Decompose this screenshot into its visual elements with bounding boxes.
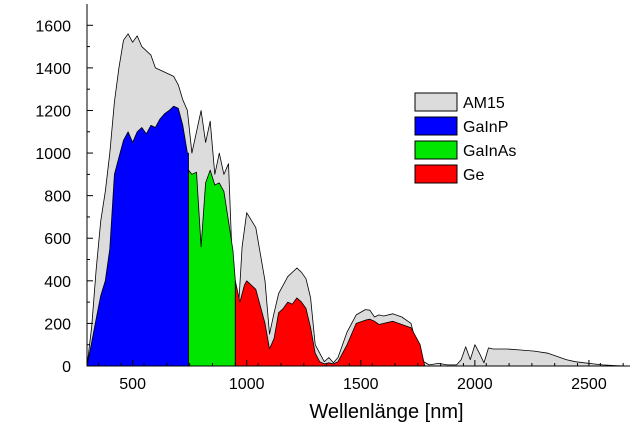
x-tick-label: 500 <box>119 376 146 393</box>
y-tick-label: 0 <box>62 359 71 376</box>
x-axis-title: Wellenlänge [nm] <box>309 401 463 423</box>
legend-label-am15: AM15 <box>463 95 505 112</box>
legend: AM15 GaInP GaInAs Ge <box>414 92 516 184</box>
legend-swatch-gainp <box>414 116 458 136</box>
plot-area <box>86 33 630 367</box>
legend-swatch-am15 <box>414 92 458 112</box>
y-tick-label: 1200 <box>35 103 71 120</box>
y-tick-label: 1400 <box>35 61 71 78</box>
x-tick-label: 1000 <box>229 376 265 393</box>
y-tick-label: 1000 <box>35 146 71 163</box>
ticks: 0 200 400 600 800 1000 1200 1400 1600 500 1000 1500… <box>35 18 624 393</box>
y-tick-label: 600 <box>44 231 71 248</box>
series-area-gainas <box>188 169 236 367</box>
axes <box>86 4 630 367</box>
series-area-ge <box>234 280 426 367</box>
y-tick-label: 400 <box>44 274 71 291</box>
legend-label-ge: Ge <box>463 167 484 184</box>
x-tick-label: 1500 <box>343 376 379 393</box>
series-area-gainp <box>86 105 189 367</box>
x-tick-label: 2000 <box>457 376 493 393</box>
y-tick-label: 200 <box>44 316 71 333</box>
legend-swatch-gainas <box>414 140 458 160</box>
legend-swatch-ge <box>414 164 458 184</box>
y-tick-label: 800 <box>44 189 71 206</box>
legend-label-gainas: GaInAs <box>463 143 516 160</box>
legend-label-gainp: GaInP <box>463 119 508 136</box>
y-tick-label: 1600 <box>35 18 71 35</box>
x-tick-label: 2500 <box>571 376 607 393</box>
